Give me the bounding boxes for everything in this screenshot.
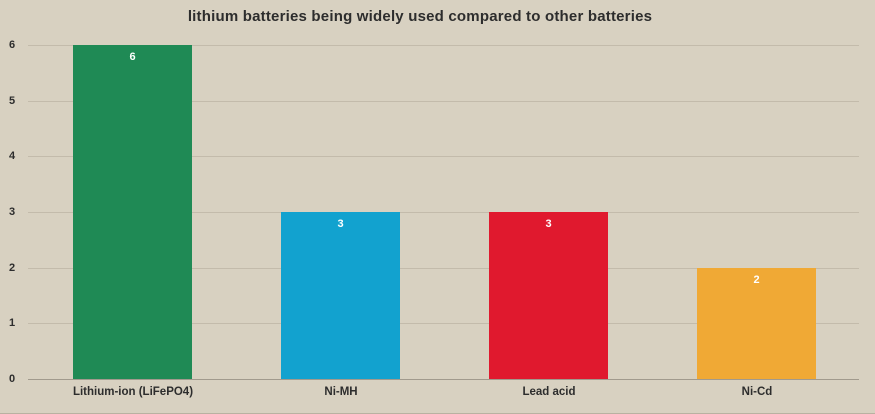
y-axis-tick-label: 1 <box>8 317 16 329</box>
bar-ni-cd: 2 <box>697 268 816 379</box>
y-axis-tick-label: 4 <box>8 150 16 162</box>
x-axis-category-label: Lead acid <box>522 386 576 398</box>
bar-value-label: 3 <box>545 218 552 230</box>
bar-lithium-ion-lifepo4: 6 <box>73 45 192 379</box>
x-axis-category-label: Ni-Cd <box>741 386 773 398</box>
x-axis-category-label: Lithium-ion (LiFePO4) <box>72 386 194 398</box>
x-axis-category-label: Ni-MH <box>324 386 358 398</box>
y-axis-tick-label: 0 <box>8 373 16 385</box>
chart-title: lithium batteries being widely used comp… <box>187 8 653 25</box>
gridline <box>28 212 859 213</box>
y-axis-tick-label: 5 <box>8 95 16 107</box>
gridline <box>28 323 859 324</box>
y-axis-tick-label: 6 <box>8 39 16 51</box>
gridline <box>28 101 859 102</box>
bar-lead-acid: 3 <box>489 212 608 379</box>
bar-value-label: 3 <box>337 218 344 230</box>
bar-value-label: 2 <box>753 274 760 286</box>
gridline <box>28 268 859 269</box>
y-axis-tick-label: 3 <box>8 206 16 218</box>
bar-ni-mh: 3 <box>281 212 400 379</box>
bar-value-label: 6 <box>129 51 136 63</box>
x-axis-baseline <box>28 379 859 380</box>
y-axis-tick-label: 2 <box>8 262 16 274</box>
gridline <box>28 45 859 46</box>
gridline <box>28 156 859 157</box>
